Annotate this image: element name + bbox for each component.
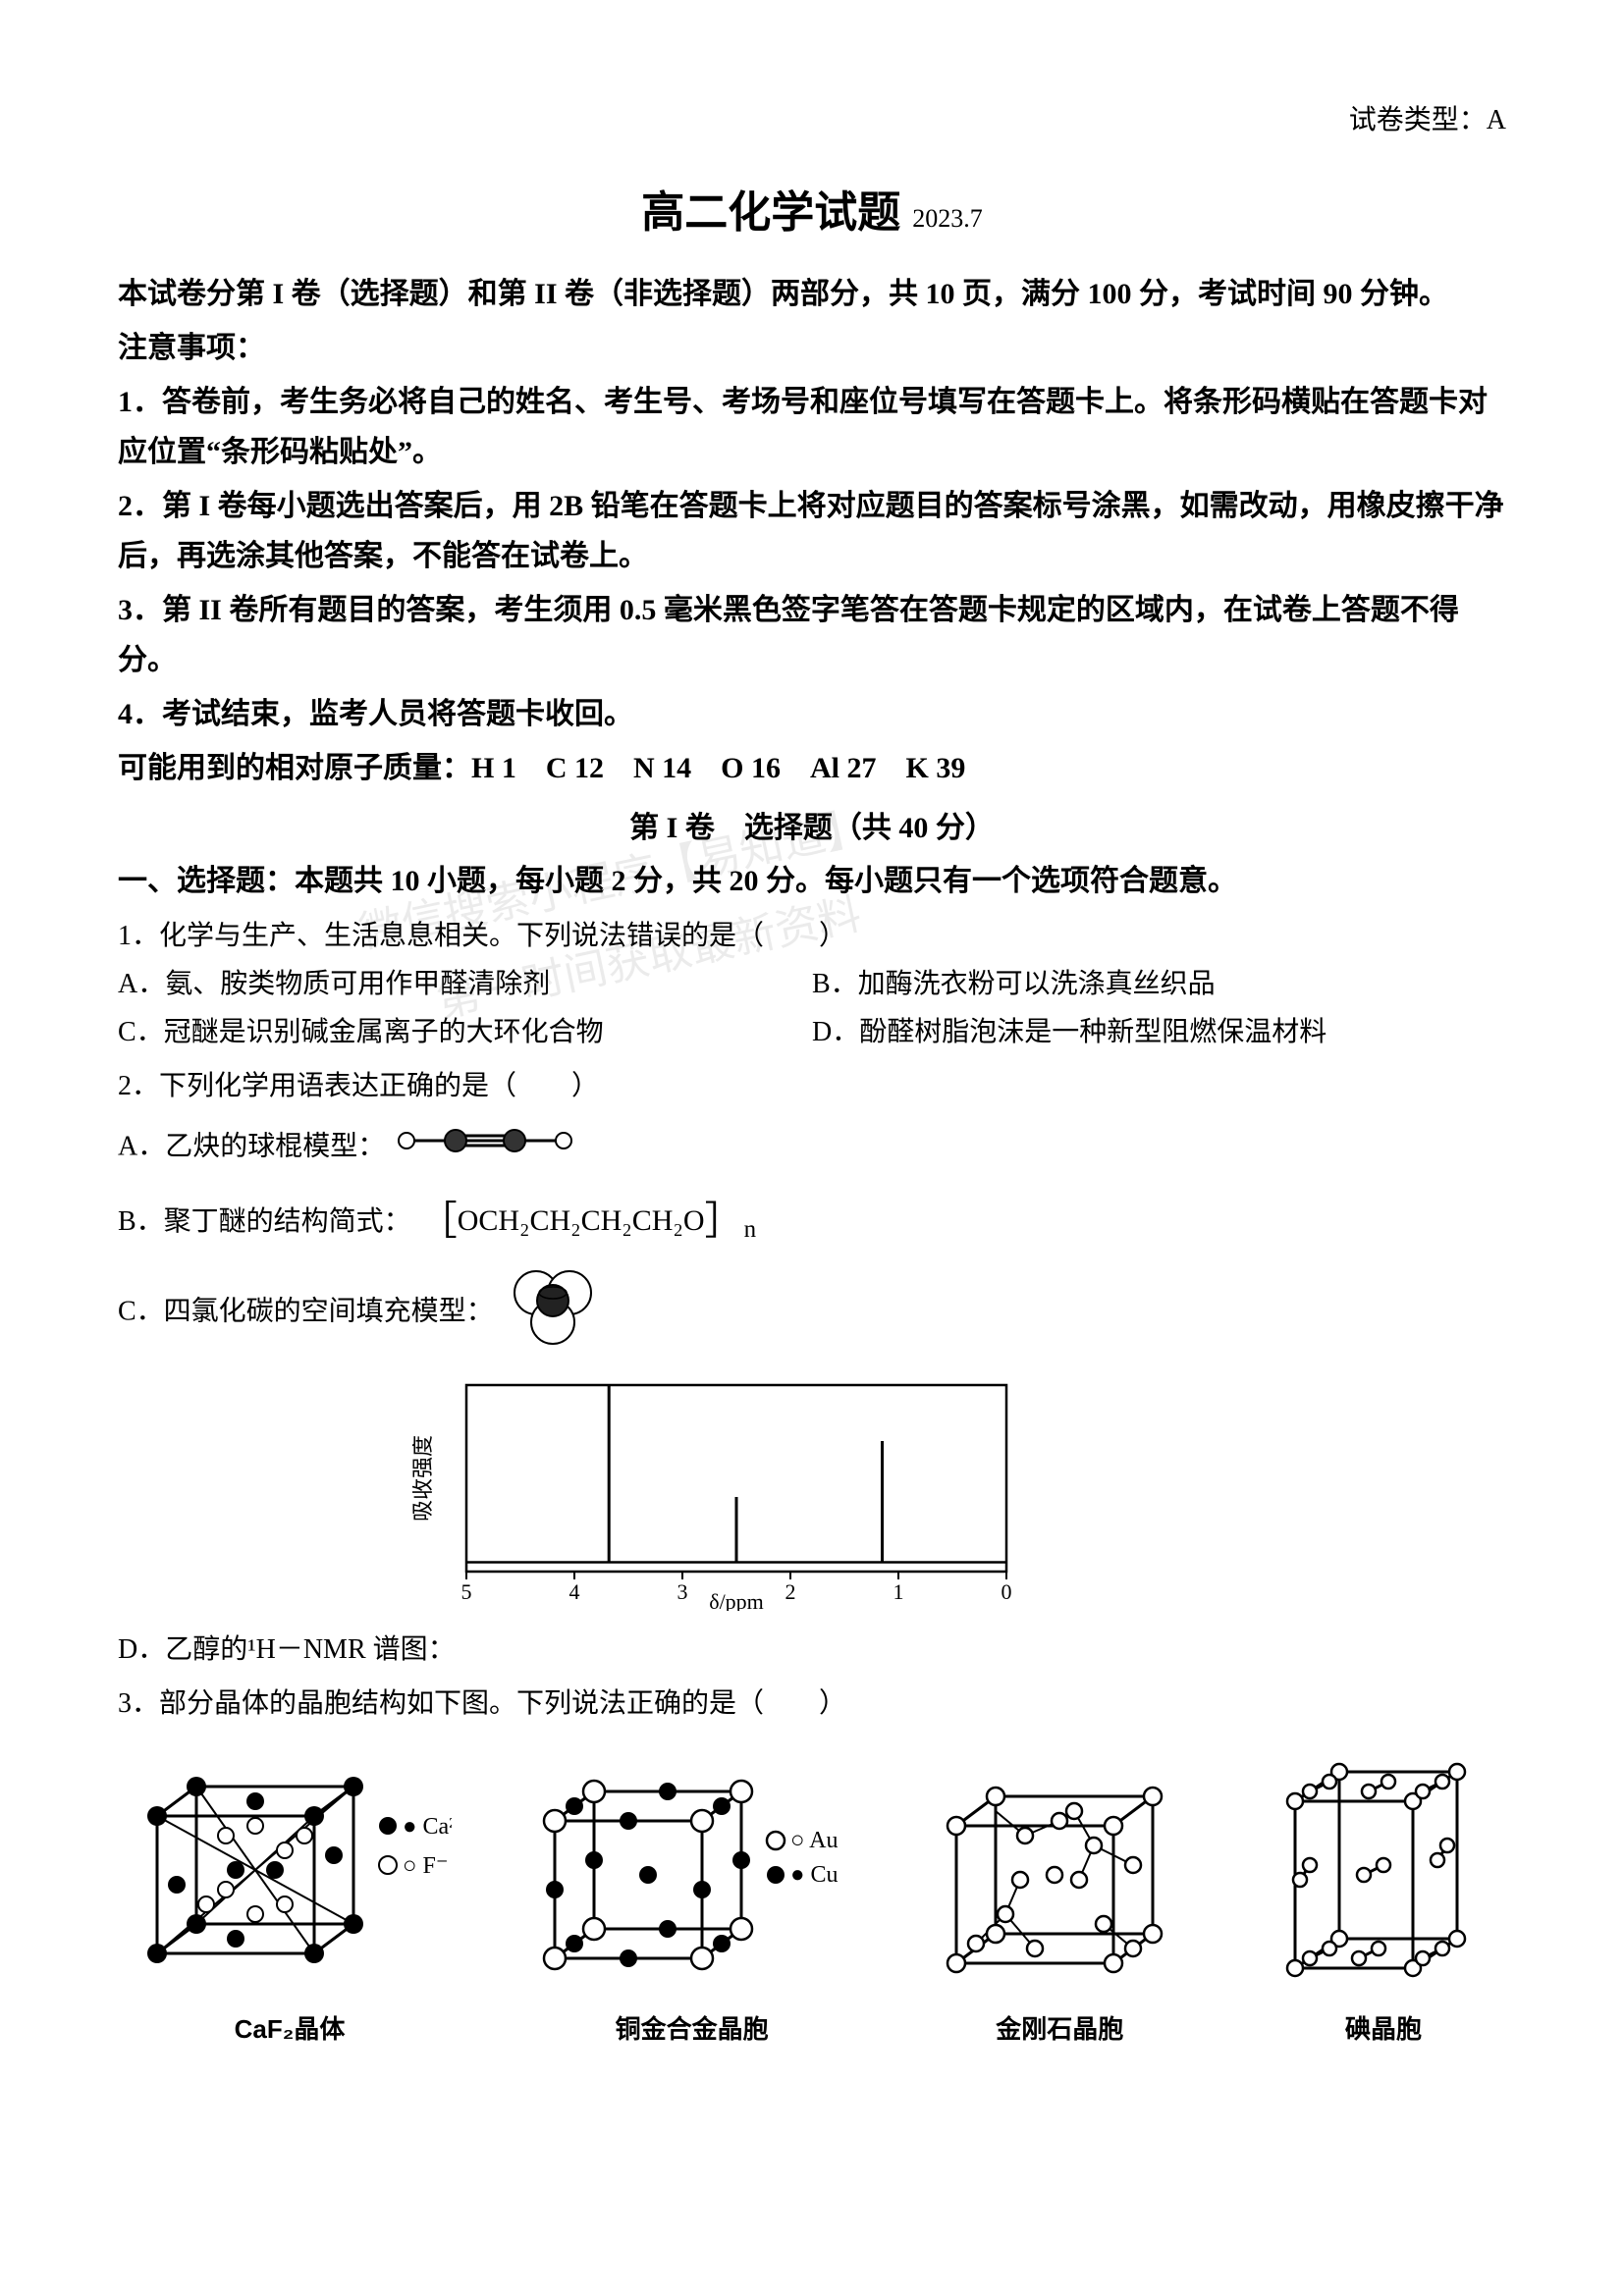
crystal-label-0: CaF₂晶体 — [128, 2009, 452, 2046]
diamond-diagram-icon — [932, 1767, 1187, 1993]
crystal-row: ● Ca²⁺ ○ F⁻ CaF₂晶体 — [118, 1747, 1506, 2046]
crystal-label-2: 金刚石晶胞 — [932, 2009, 1187, 2046]
cuau-diagram-icon: ○ Au ● Cu — [535, 1767, 849, 1993]
crystal-iodine: 碘晶胞 — [1271, 1747, 1496, 2046]
section1-heading: 第 I 卷 选择题（共 40 分） — [118, 803, 1506, 846]
svg-text:1: 1 — [893, 1579, 904, 1604]
paper-type-label: 试卷类型：A — [118, 98, 1506, 137]
q2-a-label: A．乙炔的球棍模型： — [118, 1131, 385, 1161]
crystal-diamond: 金刚石晶胞 — [932, 1767, 1187, 2046]
intro-p6: 4．考试结束，监考人员将答题卡收回。 — [118, 689, 1506, 739]
q2-b-formula: ［OCH₂CH₂CH₂CH₂O］n — [418, 1204, 756, 1237]
svg-text:3: 3 — [677, 1579, 688, 1604]
space-fill-model-icon — [509, 1261, 597, 1365]
bracket-close-icon: ］ — [705, 1199, 744, 1243]
q2-b-formula-body: OCH₂CH₂CH₂CH₂O — [458, 1204, 705, 1237]
q1-stem: 1．化学与生产、生活息息相关。下列说法错误的是（ ） — [118, 912, 1506, 960]
q1-opt-b: B．加酶洗衣粉可以洗涤真丝织品 — [812, 960, 1506, 1008]
bracket-open-icon: ［ — [418, 1199, 458, 1243]
iodine-diagram-icon — [1271, 1747, 1496, 1993]
q1-options-row2: C．冠醚是识别碱金属离子的大环化合物 D．酚醛树脂泡沫是一种新型阻燃保温材料 — [118, 1008, 1506, 1056]
section1-instr: 一、选择题：本题共 10 小题，每小题 2 分，共 20 分。每小题只有一个选项… — [118, 856, 1506, 906]
cuau-legend-cu: ● Cu — [790, 1862, 839, 1888]
q1-opt-c: C．冠醚是识别碱金属离子的大环化合物 — [118, 1008, 812, 1056]
svg-text:5: 5 — [461, 1579, 472, 1604]
crystal-caf2: ● Ca²⁺ ○ F⁻ CaF₂晶体 — [128, 1757, 452, 2046]
caf2-diagram-icon: ● Ca²⁺ ○ F⁻ — [128, 1757, 452, 1993]
title-main: 高二化学试题 — [641, 177, 900, 240]
crystal-cuau: ○ Au ● Cu 铜金合金晶胞 — [535, 1767, 849, 2046]
svg-text:δ/ppm: δ/ppm — [709, 1589, 764, 1611]
q2-b-label: B．聚丁醚的结构简式： — [118, 1206, 411, 1237]
q1-opt-d: D．酚醛树脂泡沫是一种新型阻燃保温材料 — [812, 1008, 1506, 1056]
q2-opt-a: A．乙炔的球棍模型： — [118, 1116, 1506, 1181]
nmr-chart-svg: 5 4 3 2 1 0 δ/ppm 吸收强度 — [412, 1375, 1021, 1611]
q2-c-label: C．四氯化碳的空间填充模型： — [118, 1296, 494, 1326]
svg-text:4: 4 — [569, 1579, 580, 1604]
q2-opt-b: B．聚丁醚的结构简式： ［OCH₂CH₂CH₂CH₂O］n — [118, 1187, 1506, 1255]
caf2-legend-f: ○ F⁻ — [403, 1853, 449, 1879]
q1-options-row1: A．氨、胺类物质可用作甲醛清除剂 B．加酶洗衣粉可以洗涤真丝织品 — [118, 960, 1506, 1008]
intro-p2: 注意事项： — [118, 323, 1506, 373]
q3-stem: 3．部分晶体的晶胞结构如下图。下列说法正确的是（ ） — [118, 1680, 1506, 1728]
crystal-label-3: 碘晶胞 — [1271, 2009, 1496, 2046]
title-date: 2023.7 — [912, 204, 983, 234]
q1-opt-a: A．氨、胺类物质可用作甲醛清除剂 — [118, 960, 812, 1008]
q2-stem: 2．下列化学用语表达正确的是（ ） — [118, 1062, 1506, 1110]
svg-text:0: 0 — [1001, 1579, 1012, 1604]
caf2-legend-ca: ● Ca²⁺ — [403, 1814, 452, 1840]
svg-text:吸收强度: 吸收强度 — [412, 1435, 435, 1522]
q2-opt-d: D．乙醇的¹H－NMR 谱图： — [118, 1626, 1506, 1674]
ball-stick-model-icon — [392, 1116, 588, 1181]
q2-opt-c: C．四氯化碳的空间填充模型： — [118, 1261, 1506, 1365]
intro-p4: 2．第 I 卷每小题选出答案后，用 2B 铅笔在答题卡上将对应题目的答案标号涂黑… — [118, 481, 1506, 581]
intro-p7: 可能用到的相对原子质量：H 1 C 12 N 14 O 16 Al 27 K 3… — [118, 743, 1506, 793]
crystal-label-1: 铜金合金晶胞 — [535, 2009, 849, 2046]
intro-p1: 本试卷分第 I 卷（选择题）和第 II 卷（非选择题）两部分，共 10 页，满分… — [118, 269, 1506, 319]
svg-text:2: 2 — [785, 1579, 796, 1604]
title-row: 高二化学试题 2023.7 — [118, 177, 1506, 240]
intro-p3: 1．答卷前，考生务必将自己的姓名、考生号、考场号和座位号填写在答题卡上。将条形码… — [118, 377, 1506, 477]
cuau-legend-au: ○ Au — [790, 1828, 839, 1853]
nmr-chart: 5 4 3 2 1 0 δ/ppm 吸收强度 — [412, 1375, 1506, 1616]
q2-b-formula-sub: n — [744, 1216, 757, 1243]
intro-p5: 3．第 II 卷所有题目的答案，考生须用 0.5 毫米黑色签字笔答在答题卡规定的… — [118, 585, 1506, 685]
